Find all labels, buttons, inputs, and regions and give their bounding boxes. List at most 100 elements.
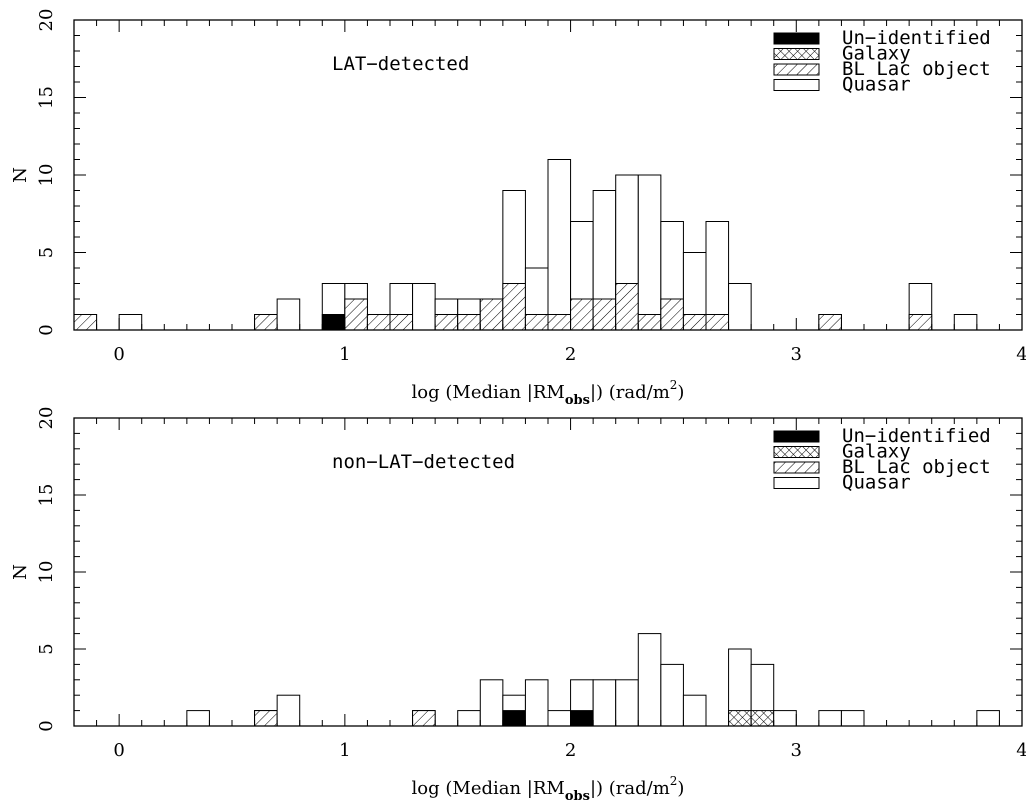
bar-bllac	[524, 314, 549, 331]
bar-total	[637, 174, 662, 331]
bar-total	[773, 710, 797, 727]
bar-bllac	[682, 314, 707, 331]
bar-bllac	[705, 314, 730, 331]
legend-label-galaxy: Galaxy	[842, 43, 911, 65]
x-tick-label: 1	[339, 344, 350, 365]
bar-total	[457, 710, 481, 727]
x-axis-label: log (Median |RMobs|) (rad/m2)	[412, 774, 685, 804]
legend-swatch-galaxy	[773, 48, 820, 60]
x-axis-label-subscript: obs	[565, 393, 590, 408]
x-axis-label-superscript: 2	[670, 378, 678, 392]
x-tick-label: 2	[565, 344, 576, 365]
bar-unidentified	[570, 710, 594, 727]
bar-bllac	[502, 283, 526, 331]
x-tick-label: 4	[1016, 344, 1026, 365]
bar-bllac	[660, 298, 684, 331]
legend-label-galaxy: Galaxy	[842, 441, 911, 463]
x-tick-label: 0	[113, 740, 124, 761]
bar-bllac	[73, 314, 98, 331]
x-axis-label-superscript: 2	[670, 774, 678, 788]
bar-total	[118, 314, 143, 331]
x-axis-label: log (Median |RMobs|) (rad/m2)	[412, 378, 685, 408]
legend-label-unidentified: Un−identified	[842, 425, 991, 447]
x-axis-label-middle: |) (rad/m	[590, 382, 670, 403]
bar-total	[412, 283, 436, 331]
bar-total	[524, 679, 549, 727]
bar-total	[818, 710, 842, 727]
bar-bllac	[547, 314, 572, 331]
bar-total	[276, 298, 301, 331]
bar-bllac	[344, 298, 368, 331]
x-tick-label: 0	[113, 344, 124, 365]
bar-bllac	[366, 314, 391, 331]
y-tick-label: 15	[36, 86, 57, 109]
bar-bllac	[479, 298, 504, 331]
y-tick-label: 10	[36, 561, 57, 584]
legend-label-bllac: BL Lac object	[842, 58, 991, 80]
bar-total	[592, 679, 617, 727]
bar-total	[276, 694, 301, 727]
x-tick-label: 2	[565, 740, 576, 761]
bar-unidentified	[502, 710, 526, 727]
x-tick-label: 3	[791, 344, 802, 365]
bar-bllac	[570, 298, 594, 331]
x-tick-label: 4	[1016, 740, 1026, 761]
y-tick-label: 20	[36, 9, 57, 32]
bar-total	[976, 710, 1000, 727]
bar-total	[728, 283, 752, 331]
bar-bllac	[412, 710, 436, 727]
panel-annotation: non−LAT−detected	[332, 451, 515, 473]
legend-label-quasar: Quasar	[842, 74, 911, 96]
bar-total	[547, 710, 572, 727]
x-axis-label-prefix: log (Median |RM	[412, 382, 565, 403]
legend-label-bllac: BL Lac object	[842, 456, 991, 478]
legend-swatch-quasar	[773, 79, 820, 91]
y-tick-label: 20	[36, 407, 57, 430]
bar-bllac	[637, 314, 662, 331]
bar-total	[615, 679, 639, 727]
bar-total	[186, 710, 210, 727]
bar-bllac	[254, 314, 278, 331]
legend-swatch-unidentified	[773, 430, 820, 443]
bar-galaxy	[728, 710, 752, 727]
y-axis-label: N	[10, 167, 31, 183]
bar-bllac	[434, 314, 459, 331]
panel-annotation: LAT−detected	[332, 53, 469, 75]
x-axis-label-subscript: obs	[565, 789, 590, 804]
bar-bllac	[254, 710, 278, 727]
y-tick-label: 5	[36, 643, 57, 654]
bar-bllac	[457, 314, 481, 331]
legend-swatch-quasar	[773, 477, 820, 489]
bar-total	[953, 314, 978, 331]
y-tick-label: 0	[36, 324, 57, 335]
x-axis-label-prefix: log (Median |RM	[412, 778, 565, 799]
bar-bllac	[908, 314, 933, 331]
bar-bllac	[592, 298, 617, 331]
legend-label-unidentified: Un−identified	[842, 27, 991, 49]
bar-total	[682, 694, 707, 727]
bar-galaxy	[750, 710, 775, 727]
y-tick-label: 5	[36, 247, 57, 258]
bar-total	[637, 633, 662, 727]
bar-bllac	[615, 283, 639, 331]
legend-swatch-galaxy	[773, 446, 820, 458]
x-axis-label-suffix: )	[677, 382, 684, 403]
bar-unidentified	[321, 314, 346, 331]
bar-total	[840, 710, 865, 727]
y-tick-label: 10	[36, 164, 57, 187]
x-axis-label-middle: |) (rad/m	[590, 778, 670, 799]
legend-swatch-unidentified	[773, 32, 820, 45]
y-axis-label: N	[10, 564, 31, 580]
bar-total	[479, 679, 504, 727]
bar-total	[705, 221, 730, 331]
legend-swatch-bllac	[773, 63, 820, 76]
y-tick-label: 0	[36, 720, 57, 731]
legend-label-quasar: Quasar	[842, 472, 911, 494]
bar-total	[547, 159, 572, 331]
bar-bllac	[389, 314, 414, 331]
